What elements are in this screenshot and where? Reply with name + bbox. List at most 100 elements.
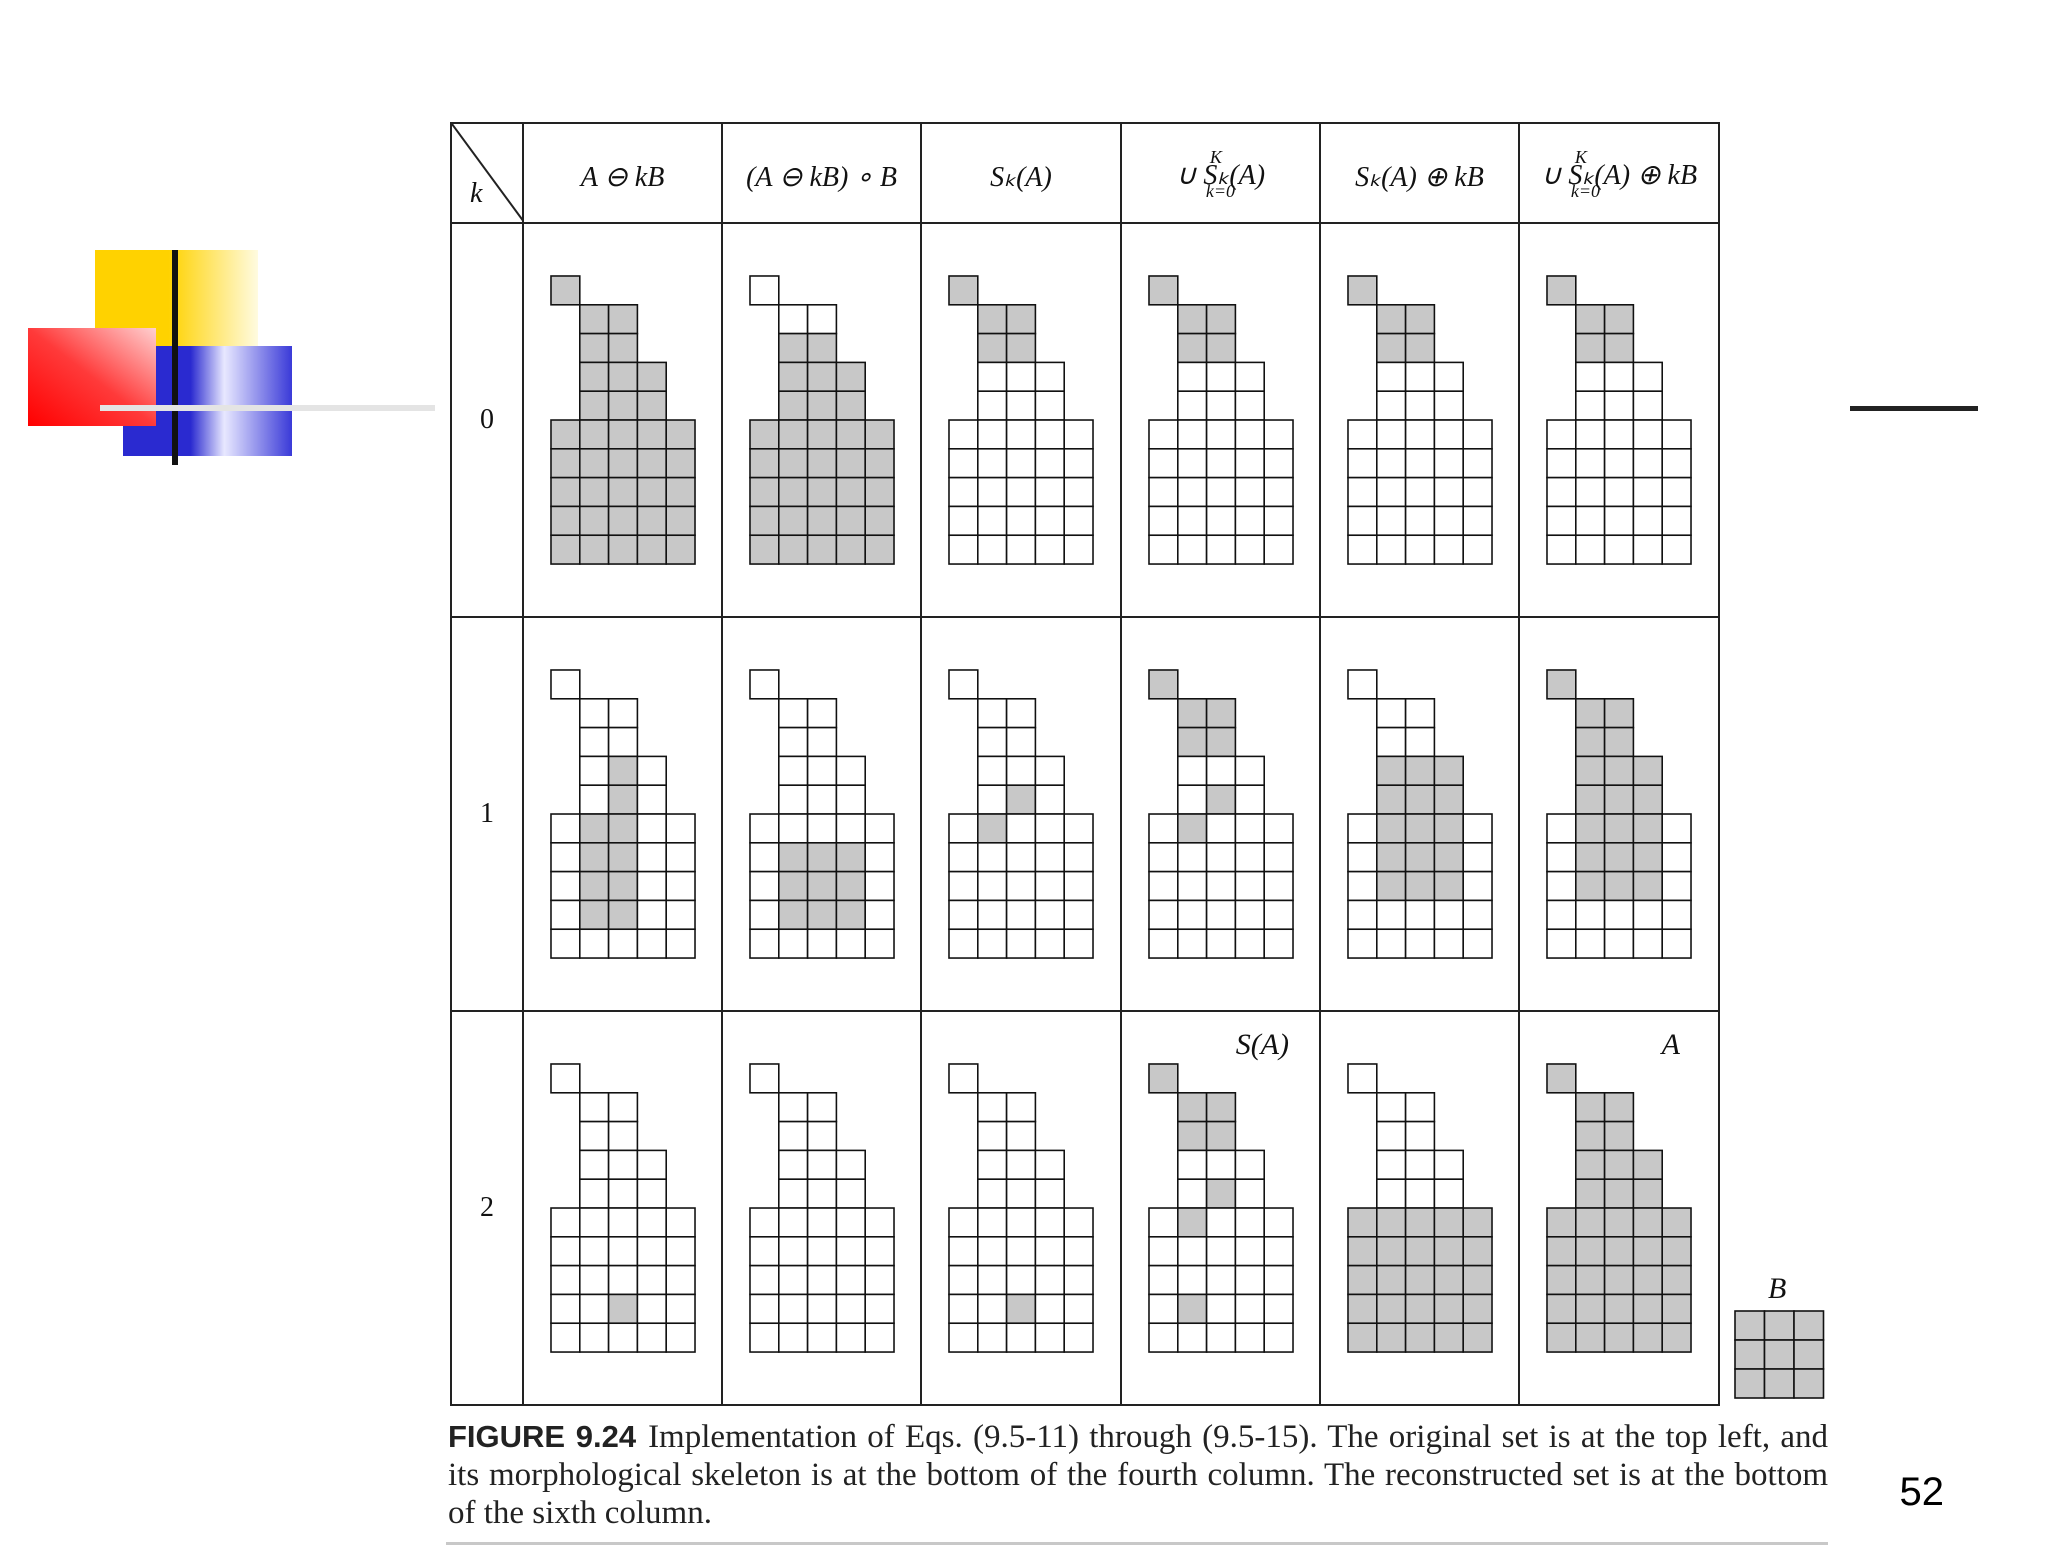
pixel-filled [607,755,639,786]
pixel-empty [636,899,667,931]
pixel-filled [607,390,639,421]
pixel-empty [665,1264,696,1296]
pixel-filled [665,448,696,479]
pixel-empty [1661,842,1692,873]
pixel-empty [1005,1236,1037,1267]
pixel-filled [778,419,809,450]
pixel-empty [1347,813,1378,844]
pixel-empty [1347,448,1378,479]
pixel-empty [1234,899,1265,931]
pixel-empty [665,1207,696,1238]
pixel-empty [1148,1293,1179,1325]
pixel-empty [550,928,581,959]
pixel-empty [1376,448,1407,479]
pixel-filled [579,304,610,335]
pixel-filled [1734,1339,1766,1370]
pixel-filled [1347,1207,1378,1238]
pixel-filled [607,899,639,931]
row-label: 0 [450,222,524,618]
pixel-filled [749,419,780,450]
pixel-filled [1205,784,1237,815]
pixel-empty [1177,361,1208,392]
pixel-filled [607,870,639,902]
pixel-empty [1234,419,1265,450]
pixel-filled [579,870,610,902]
pixel-empty [1063,899,1094,931]
pixel-filled [1661,1293,1692,1325]
pixel-filled [1546,1293,1577,1325]
pixel-empty [948,1264,979,1296]
pixel-empty [1462,505,1493,537]
pixel-empty [806,928,838,959]
pixel-empty [1005,726,1037,758]
pixel-empty [1205,1293,1237,1325]
pixel-filled [835,870,866,902]
pixel-empty [1063,476,1094,508]
pixel-empty [1263,899,1294,931]
pixel-filled [1177,332,1208,364]
pixel-filled [1793,1368,1825,1399]
pixel-empty [977,755,1008,786]
pixel-empty [1205,1207,1237,1238]
pixel-filled [1603,304,1635,335]
pixel-empty [1603,928,1635,959]
pixel-empty [749,1293,780,1325]
pixel-empty [550,1264,581,1296]
header-erosion: A ⊖ kB [522,122,723,224]
pixel-empty [1575,361,1606,392]
pixel-filled [835,842,866,873]
pixel-empty [579,1322,610,1353]
pixel-empty [835,755,866,786]
pixel-empty [1205,448,1237,479]
pixel-empty [977,726,1008,758]
pixel-empty [749,1322,780,1353]
grid-cell [522,1010,723,1406]
pixel-filled [579,361,610,392]
pixel-empty [977,784,1008,815]
pixel-empty [607,1207,639,1238]
pixel-empty [864,1293,895,1325]
pixel-empty [1632,928,1663,959]
pixel-empty [1005,361,1037,392]
structuring-element-label: B [1768,1272,1787,1305]
pixel-empty [1063,448,1094,479]
page-number: 52 [1899,1470,1945,1514]
pixel-empty [948,448,979,479]
pixel-empty [1234,784,1265,815]
pixel-filled [1632,870,1663,902]
pixel-empty [1177,842,1208,873]
pixel-empty [835,784,866,815]
pixel-filled [1603,813,1635,844]
pixel-grid [1148,1063,1294,1353]
pixel-filled [1632,1293,1663,1325]
pixel-grid [749,669,895,959]
structuring-element-grid [1734,1310,1825,1399]
pixel-filled [607,842,639,873]
pixel-empty [1404,419,1436,450]
pixel-filled [607,361,639,392]
row-k2: 2 S(A) A [450,1010,1720,1406]
pixel-empty [1404,534,1436,565]
pixel-filled [1433,1293,1464,1325]
pixel-empty [1034,928,1065,959]
pixel-filled [778,332,809,364]
pixel-empty [1632,476,1663,508]
pixel-filled [806,448,838,479]
grid-cell [1319,616,1520,1012]
pixel-empty [1404,928,1436,959]
pixel-filled [1575,1293,1606,1325]
decorative-ornament [0,0,440,470]
pixel-empty [977,842,1008,873]
pixel-empty [1034,1264,1065,1296]
pixel-empty [550,1322,581,1353]
pixel-empty [1462,928,1493,959]
pixel-empty [948,1063,979,1094]
pixel-empty [1005,870,1037,902]
pixel-empty [1404,1120,1436,1152]
pixel-empty [1546,899,1577,931]
pixel-empty [1234,448,1265,479]
pixel-filled [1433,1207,1464,1238]
pixel-filled [1763,1339,1795,1370]
pixel-empty [977,419,1008,450]
pixel-empty [977,928,1008,959]
